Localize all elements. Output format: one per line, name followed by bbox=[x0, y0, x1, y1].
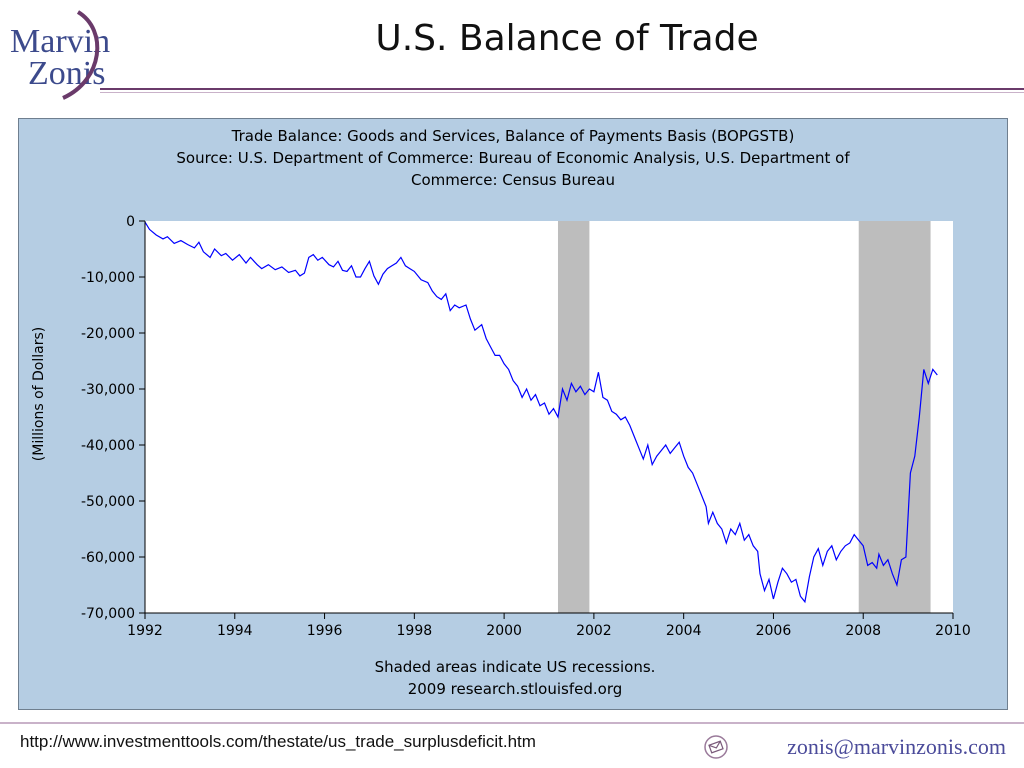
y-tick-label: -40,000 bbox=[81, 438, 135, 454]
recession-band bbox=[858, 221, 931, 613]
x-tick-label: 1994 bbox=[217, 623, 253, 639]
mail-icon bbox=[704, 735, 728, 759]
y-axis-ticks: 0 -10,000 -20,000 -30,000 -40,000 -50,000 -60,… bbox=[81, 214, 145, 622]
x-tick-label: 2002 bbox=[576, 623, 612, 639]
footer-source-url: http://www.investmenttools.com/thestate/… bbox=[20, 732, 536, 751]
chart-title: Trade Balance: Goods and Services, Balan… bbox=[176, 127, 850, 189]
chart-note-line: 2009 research.stlouisfed.org bbox=[408, 680, 623, 698]
y-tick-label: -20,000 bbox=[81, 326, 135, 342]
header-divider bbox=[100, 88, 1024, 90]
trade-balance-series-line bbox=[144, 221, 938, 604]
chart-title-line: Source: U.S. Department of Commerce: Bur… bbox=[176, 149, 850, 167]
chart-note-line: Shaded areas indicate US recessions. bbox=[375, 658, 656, 676]
recession-band bbox=[557, 221, 590, 613]
slide-title: U.S. Balance of Trade bbox=[375, 18, 759, 59]
chart-note: Shaded areas indicate US recessions. 2009… bbox=[375, 658, 656, 698]
x-axis-ticks: 1992 1994 1996 1998 2000 2002 2004 2006 2008 2010 bbox=[127, 613, 971, 639]
x-tick-label: 1998 bbox=[397, 623, 433, 639]
x-tick-label: 1996 bbox=[307, 623, 343, 639]
x-tick-label: 2006 bbox=[756, 623, 792, 639]
chart-panel: Trade Balance: Goods and Services, Balan… bbox=[18, 118, 1008, 710]
recession-shading bbox=[557, 221, 931, 613]
footer-email: zonis@marvinzonis.com bbox=[787, 734, 1006, 759]
x-tick-label: 1992 bbox=[127, 623, 163, 639]
y-tick-label: -50,000 bbox=[81, 494, 135, 510]
x-tick-label: 2008 bbox=[845, 623, 881, 639]
header-divider-light bbox=[100, 92, 1024, 93]
x-tick-label: 2000 bbox=[486, 623, 522, 639]
y-tick-label: -30,000 bbox=[81, 382, 135, 398]
y-tick-label: 0 bbox=[126, 214, 135, 230]
plot-area bbox=[145, 221, 953, 613]
y-tick-label: -10,000 bbox=[81, 270, 135, 286]
x-tick-label: 2004 bbox=[666, 623, 702, 639]
trade-balance-chart: Trade Balance: Goods and Services, Balan… bbox=[31, 127, 971, 698]
chart-title-line: Trade Balance: Goods and Services, Balan… bbox=[231, 127, 795, 145]
footer-divider bbox=[0, 722, 1024, 724]
chart-title-line: Commerce: Census Bureau bbox=[411, 171, 615, 189]
marvin-zonis-logo: Marvin Zonis bbox=[10, 10, 110, 100]
logo-swoosh bbox=[62, 10, 100, 100]
x-tick-label: 2010 bbox=[935, 623, 971, 639]
y-axis-label: (Millions of Dollars) bbox=[31, 327, 47, 461]
y-tick-label: -60,000 bbox=[81, 550, 135, 566]
y-tick-label: -70,000 bbox=[81, 606, 135, 622]
